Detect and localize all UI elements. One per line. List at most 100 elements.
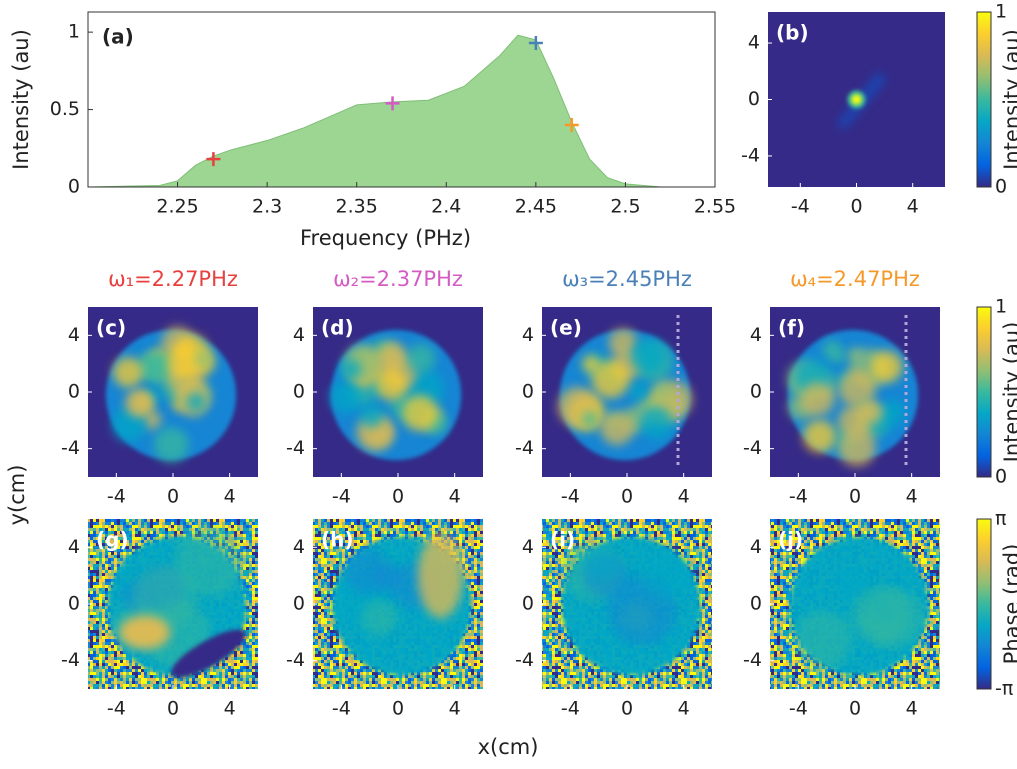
x-tick-label: -4	[561, 486, 580, 508]
phase-patch	[417, 533, 464, 619]
y-tick-label: -4	[286, 649, 305, 671]
speckle	[838, 369, 876, 408]
phase-patch	[641, 549, 693, 600]
x-tick-label: 2.3	[252, 196, 282, 218]
speckle	[837, 428, 876, 467]
y-tick-label: 4	[522, 536, 534, 558]
y-tick-label: 0	[68, 176, 80, 198]
y-tick-label: -4	[741, 144, 760, 166]
colorbar-label: Intensity (au)	[1000, 29, 1017, 170]
marker	[385, 96, 400, 111]
y-tick-label: -4	[61, 649, 80, 671]
colorbar-tick-label: 0	[995, 176, 1007, 198]
image	[313, 519, 483, 689]
x-tick-label: 0	[392, 486, 404, 508]
y-tick-label: 0	[522, 381, 534, 403]
marker	[564, 118, 579, 133]
y-tick-label: 4	[68, 324, 80, 346]
colorbar-label: Intensity (au)	[1000, 322, 1017, 463]
speckle	[847, 347, 863, 363]
colorbar	[976, 11, 992, 188]
speckle	[651, 380, 673, 402]
y-tick-label: 4	[750, 324, 762, 346]
marker	[528, 35, 543, 50]
panel-label: (a)	[102, 25, 134, 49]
x-tick-label: 0	[621, 486, 633, 508]
colorbar-tick-label: 1	[995, 1, 1007, 23]
x-tick-label: 0	[621, 698, 633, 720]
panel-label: (i)	[550, 528, 575, 552]
x-tick-label: 2.45	[515, 196, 557, 218]
speckle	[803, 419, 837, 453]
y-tick-label: 1	[68, 21, 80, 43]
x-tick-label: -4	[332, 698, 351, 720]
colorbar-tick-label: 1	[995, 296, 1007, 318]
image	[88, 307, 258, 477]
y-tick-label: 0	[293, 381, 305, 403]
colorbar-tick-label: 0	[995, 466, 1007, 488]
speckle	[640, 406, 674, 440]
panel-label: (b)	[776, 21, 809, 45]
x-tick-label: 2.25	[156, 196, 198, 218]
x-tick-label: -4	[332, 486, 351, 508]
speckle	[630, 338, 666, 374]
area	[87, 34, 715, 188]
y-tick-label: -4	[61, 437, 80, 459]
x-tick-label: 0	[849, 698, 861, 720]
phase-patch	[360, 599, 398, 637]
image	[770, 519, 940, 689]
panel-label: (g)	[96, 528, 129, 552]
x-tick-label: 0	[167, 698, 179, 720]
phase-patch	[374, 563, 403, 593]
y-tick-label: 0.5	[50, 98, 80, 120]
image	[88, 519, 258, 689]
y-tick-label: 4	[293, 536, 305, 558]
x-tick-label: 4	[906, 698, 918, 720]
y-tick-label: 4	[750, 536, 762, 558]
phase-patch	[174, 528, 244, 597]
x-tick-label: -4	[107, 486, 126, 508]
image	[770, 307, 940, 477]
speckle	[591, 360, 630, 399]
x-tick-label: 2.5	[610, 196, 640, 218]
colorbar	[976, 306, 992, 478]
speckle	[582, 411, 598, 427]
phase-patch	[864, 588, 924, 648]
phase-patch	[584, 546, 620, 582]
speckle	[124, 389, 153, 418]
panel-title: ω₃=2.45PHz	[562, 267, 692, 291]
speckle	[193, 348, 213, 369]
y-tick-label: -4	[515, 649, 534, 671]
colorbar-tick-label: -π	[995, 678, 1013, 700]
speckle	[339, 358, 362, 381]
speckle	[600, 411, 634, 446]
y-tick-label: -4	[515, 437, 534, 459]
x-tick-label: 4	[678, 698, 690, 720]
speckle	[375, 368, 408, 401]
x-tick-label: 4	[449, 698, 461, 720]
axes-box	[87, 11, 716, 188]
y-tick-label: 0	[293, 593, 305, 615]
colorbar-tick-label: π	[995, 508, 1006, 530]
speckle	[377, 341, 408, 372]
panel-title: ω₂=2.37PHz	[333, 267, 463, 291]
y-tick-label: -4	[286, 437, 305, 459]
x-tick-label: 0	[392, 698, 404, 720]
x-axis-label: Frequency (PHz)	[300, 226, 471, 250]
x-tick-label: 4	[678, 486, 690, 508]
colorbar-label: Phase (rad)	[1000, 544, 1017, 665]
speckle	[879, 399, 905, 426]
speckle	[186, 392, 206, 412]
y-tick-label: 0	[68, 381, 80, 403]
speckle	[113, 357, 144, 388]
x-tick-label: 2.35	[336, 196, 378, 218]
colorbar	[976, 518, 992, 690]
speckle	[800, 382, 835, 417]
panel-label: (h)	[321, 528, 354, 552]
y-tick-label: 0	[750, 593, 762, 615]
panel-label: (f)	[778, 316, 805, 340]
y-tick-label: 4	[748, 32, 760, 54]
x-tick-label: 0	[849, 486, 861, 508]
x-tick-label: -4	[107, 698, 126, 720]
